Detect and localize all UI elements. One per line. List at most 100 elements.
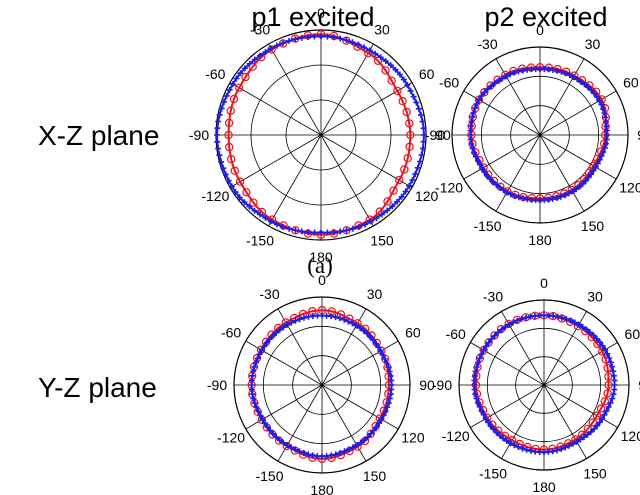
simulated-point-marker (252, 359, 259, 366)
simulated-point-marker (364, 330, 371, 337)
simulated-point-marker (487, 422, 494, 429)
simulated-point-marker (220, 99, 227, 106)
simulated-point-marker (292, 227, 299, 234)
simulated-point-marker (373, 423, 380, 430)
simulated-point-marker (600, 105, 607, 112)
simulated-point-marker (605, 403, 612, 410)
simulated-point-marker (353, 322, 360, 329)
simulated-point-marker (601, 411, 608, 418)
simulated-point-marker (410, 93, 417, 100)
simulated-point-marker (367, 218, 374, 225)
angle-tick-label: 180 (528, 232, 552, 248)
measured-point-marker (249, 198, 258, 207)
angle-tick-label: -120 (442, 428, 470, 444)
simulated-point-marker (276, 437, 283, 444)
simulated-point-marker (214, 132, 220, 138)
simulated-point-marker (590, 332, 597, 339)
grid-spoke (268, 43, 322, 136)
simulated-point-marker (506, 321, 513, 328)
simulated-point-marker (418, 152, 425, 158)
simulated-point-marker (366, 47, 373, 54)
simulated-point-marker (251, 363, 258, 370)
simulated-point-marker (495, 77, 502, 84)
simulated-point-marker (576, 183, 583, 190)
simulated-point-marker (553, 194, 560, 201)
grid-spoke (277, 308, 323, 386)
simulated-point-marker (288, 319, 295, 326)
simulated-point-marker (387, 391, 394, 398)
angle-tick-label: -30 (259, 286, 279, 302)
angle-tick-label: -120 (201, 188, 229, 204)
simulated-point-marker (515, 68, 522, 75)
measured-point-marker (403, 153, 412, 163)
simulated-point-marker (478, 351, 485, 358)
angle-tick-label: -30 (250, 21, 270, 37)
simulated-point-marker (257, 52, 264, 59)
simulated-point-marker (594, 93, 600, 100)
simulated-point-marker (292, 317, 299, 324)
grid-spoke (539, 58, 585, 136)
simulated-point-marker (585, 174, 592, 181)
simulated-point-marker (262, 49, 269, 55)
angle-tick-label: 120 (621, 428, 640, 444)
angle-tick-label: -120 (435, 180, 463, 196)
grid-spoke (470, 342, 545, 386)
simulated-point-marker (305, 451, 312, 458)
simulated-point-marker (470, 109, 477, 116)
simulated-point-marker (484, 86, 491, 93)
simulated-point-marker (250, 395, 257, 402)
angle-tick-label: 0 (536, 22, 544, 38)
simulated-point-marker (367, 430, 374, 437)
simulated-point-marker (500, 435, 507, 442)
grid-spoke (470, 384, 545, 428)
simulated-point-marker (267, 427, 274, 434)
simulated-point-marker (241, 199, 248, 206)
simulated-point-marker (370, 337, 377, 344)
angle-tick-label: -120 (217, 430, 245, 446)
simulated-point-marker (251, 400, 258, 406)
grid-spoke (501, 384, 545, 459)
simulated-point-marker (577, 436, 584, 443)
simulated-point-marker (478, 407, 485, 414)
simulated-point-marker (602, 140, 609, 147)
simulated-point-marker (345, 446, 352, 453)
angle-tick-label: 30 (367, 286, 383, 302)
simulated-point-marker (511, 69, 518, 76)
grid-spoke (320, 43, 374, 136)
grid-spoke (320, 134, 374, 227)
simulated-point-marker (385, 364, 392, 371)
simulated-point-marker (511, 192, 518, 199)
simulated-point-marker (361, 44, 368, 51)
simulated-point-marker (332, 314, 339, 321)
simulated-point-marker (468, 118, 475, 125)
simulated-point-marker (264, 423, 271, 430)
simulated-point-marker (311, 33, 318, 40)
measured-point-marker (592, 411, 602, 420)
angle-tick-label: 60 (625, 326, 640, 342)
measured-point-marker (394, 175, 404, 185)
angle-tick-label: -60 (439, 75, 459, 91)
simulated-point-marker (570, 440, 576, 447)
grid-spoke (320, 82, 413, 136)
simulated-point-marker (392, 66, 399, 73)
grid-spoke (321, 308, 367, 386)
simulated-point-marker (415, 105, 422, 112)
simulated-point-marker (573, 186, 580, 193)
simulated-point-marker (588, 171, 595, 178)
simulated-point-marker (563, 316, 570, 322)
simulated-point-marker (474, 157, 481, 164)
angle-tick-label: 120 (401, 430, 425, 446)
simulated-point-marker (584, 84, 591, 91)
simulated-point-marker (503, 73, 510, 80)
simulated-point-marker (596, 156, 603, 163)
simulated-point-marker (349, 225, 356, 232)
simulated-point-marker (381, 356, 388, 362)
simulated-point-marker (288, 444, 295, 451)
simulated-point-marker (404, 82, 411, 89)
angle-tick-label: 90 (435, 127, 451, 143)
simulated-point-marker (250, 368, 257, 375)
simulated-point-marker (382, 58, 389, 65)
grid-spoke (539, 134, 617, 180)
simulated-point-marker (482, 415, 489, 422)
simulated-point-marker (259, 416, 266, 423)
